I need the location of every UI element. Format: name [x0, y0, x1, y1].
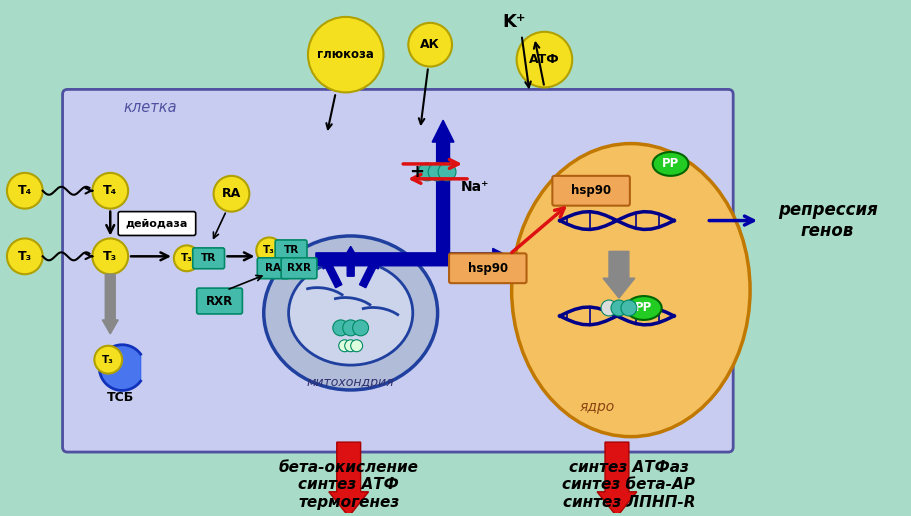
Text: TR: TR	[200, 253, 216, 263]
Text: Na⁺: Na⁺	[460, 180, 488, 194]
FancyArrow shape	[602, 251, 634, 298]
Circle shape	[418, 163, 435, 181]
Text: ядро: ядро	[578, 400, 614, 414]
Text: +: +	[408, 163, 424, 181]
Circle shape	[408, 23, 452, 67]
Text: RXR: RXR	[287, 263, 311, 273]
FancyBboxPatch shape	[63, 89, 732, 452]
Text: T₄: T₄	[17, 184, 32, 197]
Circle shape	[338, 340, 351, 352]
Text: митохондрия: митохондрия	[306, 376, 394, 389]
Circle shape	[351, 340, 363, 352]
Circle shape	[343, 320, 358, 336]
FancyArrow shape	[597, 442, 636, 516]
Text: бета-окисление
синтез АТФ
термогенез: бета-окисление синтез АТФ термогенез	[279, 460, 418, 510]
FancyArrow shape	[102, 274, 118, 334]
Circle shape	[308, 17, 383, 92]
Text: PP: PP	[661, 157, 679, 170]
FancyBboxPatch shape	[257, 258, 289, 279]
Text: T₃: T₃	[263, 246, 275, 255]
Circle shape	[92, 238, 128, 274]
FancyArrow shape	[343, 247, 357, 276]
Circle shape	[256, 237, 281, 263]
Circle shape	[353, 320, 368, 336]
Circle shape	[516, 32, 571, 87]
Text: T₃: T₃	[103, 250, 118, 263]
Circle shape	[7, 238, 43, 274]
Text: RXR: RXR	[206, 295, 233, 308]
FancyArrow shape	[322, 256, 342, 288]
Text: T₃: T₃	[102, 354, 114, 365]
Circle shape	[7, 173, 43, 208]
Text: TR: TR	[283, 246, 299, 255]
Text: hsp90: hsp90	[570, 184, 610, 197]
Text: АК: АК	[420, 38, 440, 51]
Circle shape	[174, 246, 200, 271]
Text: глюкоза: глюкоза	[317, 48, 374, 61]
Circle shape	[213, 176, 249, 212]
FancyBboxPatch shape	[448, 253, 526, 283]
Text: дейодаза: дейодаза	[126, 219, 188, 229]
FancyBboxPatch shape	[275, 240, 307, 261]
Ellipse shape	[652, 152, 688, 176]
Ellipse shape	[625, 296, 661, 320]
Ellipse shape	[288, 261, 413, 365]
Polygon shape	[99, 345, 140, 391]
Text: синтез АТФаз
синтез бета-АР
синтез ЛПНП-R: синтез АТФаз синтез бета-АР синтез ЛПНП-…	[562, 460, 694, 510]
FancyBboxPatch shape	[552, 176, 630, 206]
FancyBboxPatch shape	[192, 248, 224, 269]
Text: T₃: T₃	[17, 250, 32, 263]
Text: RA: RA	[221, 187, 241, 200]
FancyArrow shape	[359, 256, 378, 288]
Text: RA: RA	[265, 263, 281, 273]
Text: T₃: T₃	[180, 253, 192, 263]
Text: репрессия
генов: репрессия генов	[777, 201, 876, 240]
Circle shape	[600, 300, 616, 316]
FancyBboxPatch shape	[118, 212, 196, 235]
Ellipse shape	[263, 236, 437, 390]
FancyArrow shape	[315, 248, 514, 270]
FancyArrow shape	[329, 442, 368, 516]
FancyArrow shape	[432, 120, 454, 260]
Ellipse shape	[511, 143, 749, 437]
Text: T₄: T₄	[103, 184, 118, 197]
Text: клетка: клетка	[123, 100, 177, 115]
Circle shape	[94, 346, 122, 374]
Text: АТФ: АТФ	[528, 53, 559, 66]
Circle shape	[92, 173, 128, 208]
Text: hsp90: hsp90	[467, 262, 507, 275]
Circle shape	[344, 340, 356, 352]
Circle shape	[333, 320, 348, 336]
Circle shape	[427, 163, 445, 181]
Circle shape	[437, 163, 456, 181]
Text: ТСБ: ТСБ	[107, 391, 134, 404]
Text: PP: PP	[634, 301, 651, 314]
FancyBboxPatch shape	[281, 258, 316, 279]
Circle shape	[610, 300, 626, 316]
Text: K⁺: K⁺	[502, 13, 526, 31]
Circle shape	[620, 300, 636, 316]
FancyBboxPatch shape	[197, 288, 242, 314]
